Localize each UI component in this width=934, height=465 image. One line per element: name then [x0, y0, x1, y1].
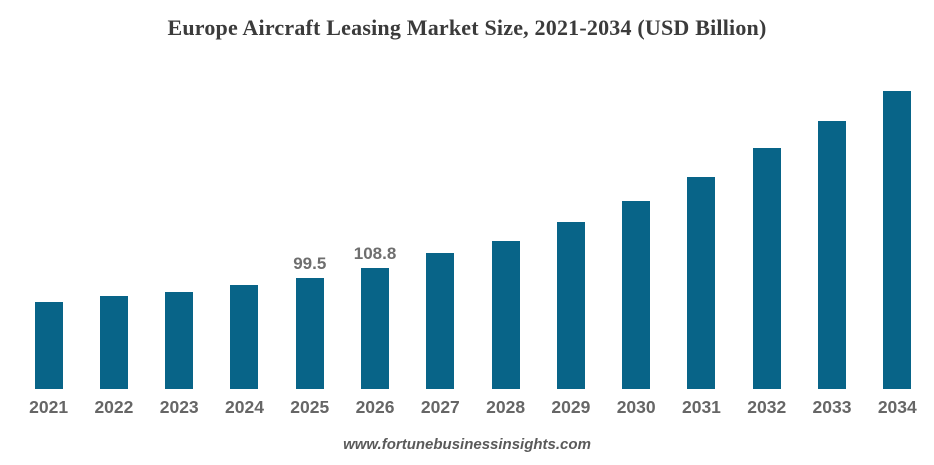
x-axis-label-2024: 2024 [225, 397, 264, 417]
bar-column-2027 [408, 59, 473, 389]
x-axis-label-2023: 2023 [159, 397, 199, 417]
bar-column-2024 [212, 59, 277, 389]
bar-2029 [556, 221, 585, 389]
x-axis-label-2028: 2028 [486, 397, 526, 417]
data-label-2025: 99.5 [293, 254, 327, 274]
data-label-2026: 108.8 [353, 243, 397, 263]
bar-2027 [426, 252, 455, 389]
x-axis-label-2025: 2025 [290, 397, 330, 417]
chart-title: Europe Aircraft Leasing Market Size, 202… [167, 15, 767, 40]
bar-column-2030 [604, 59, 669, 389]
x-axis-label-2031: 2031 [681, 397, 721, 417]
bar-2031 [687, 176, 716, 389]
bar-column-2031 [669, 59, 734, 389]
bar-2030 [622, 200, 651, 389]
bar-column-2026: 108.8 [342, 59, 407, 389]
bar-2033 [818, 120, 847, 389]
bar-column-2032 [734, 59, 799, 389]
x-axis-label-2027: 2027 [420, 397, 460, 417]
bar-column-2029 [538, 59, 603, 389]
bar-2026 [361, 267, 390, 389]
bar-column-2033 [799, 59, 864, 389]
bar-2025 [295, 278, 324, 389]
bar-column-2034 [865, 59, 930, 389]
x-axis-label-2030: 2030 [616, 397, 656, 417]
bar-2032 [752, 147, 781, 389]
bar-column-2023 [147, 59, 212, 389]
x-axis-label-2034: 2034 [877, 397, 917, 417]
bar-column-2028 [473, 59, 538, 389]
x-axis-label-2033: 2033 [812, 397, 852, 417]
plot-area: 99.5 108.8 [16, 59, 930, 389]
x-axis-label-2029: 2029 [551, 397, 591, 417]
bar-2022 [99, 295, 128, 389]
x-axis-label-2032: 2032 [747, 397, 787, 417]
bar-2023 [165, 291, 194, 389]
bar-column-2022 [81, 59, 146, 389]
bar-column-2025: 99.5 [277, 59, 342, 389]
x-axis-label-2022: 2022 [94, 397, 134, 417]
bar-2034 [883, 90, 912, 389]
bar-2028 [491, 240, 520, 389]
source-url: www.fortunebusinessinsights.com [343, 436, 591, 453]
bar-column-2021 [16, 59, 81, 389]
bar-2021 [34, 301, 63, 389]
bar-2024 [230, 284, 259, 389]
x-axis-label-2026: 2026 [355, 397, 395, 417]
x-axis-label-2021: 2021 [29, 397, 69, 417]
x-axis: 2021 2022 2023 2024 2025 2026 2027 2028 2029 2030… [16, 397, 930, 418]
